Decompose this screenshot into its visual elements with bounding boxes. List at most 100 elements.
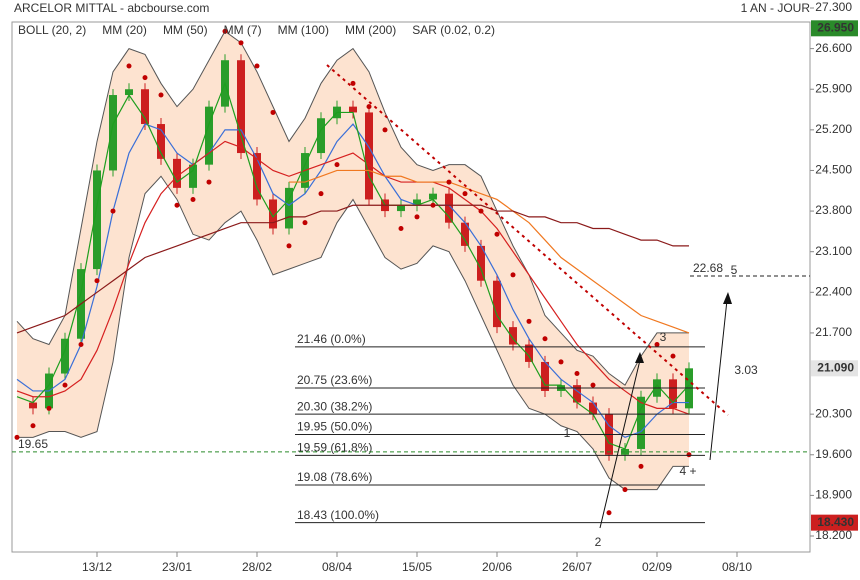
candle [189,164,197,188]
sar-dot [398,225,404,231]
candle [669,379,677,409]
legend-entry: SAR (0.02, 0.2) [412,23,495,37]
x-tick-label: 02/09 [642,560,672,574]
fib-label: 19.59 (61.8%) [297,441,372,455]
sar-dot [686,452,692,458]
annotation: 1 [564,426,571,440]
legend-entry: MM (7) [224,23,262,37]
y-tick-label: 18.200 [815,528,852,542]
bollinger-band [17,31,689,490]
y-tick-label: 19.600 [815,447,852,461]
y-tick-label: 23.800 [815,203,852,217]
candle [637,396,645,449]
sar-dot [222,28,228,34]
bollinger-lower [17,175,689,491]
sar-dot [542,336,548,342]
y-tick-label: 27.300 [815,0,852,14]
candle [125,89,133,96]
price-label-box [811,20,858,37]
y-tick-label: 23.100 [815,244,852,258]
projection-arrow [709,299,728,461]
candle [109,95,117,171]
price-label: 18.430 [817,515,854,529]
candle [269,199,277,229]
ma-line [16,140,690,415]
sar-dot [574,371,580,377]
sar-dot [446,179,452,185]
sar-dot [158,92,164,98]
sar-dot [622,487,628,493]
candle [61,338,69,374]
candle [525,344,533,362]
price-label-box [811,514,858,531]
y-tick-label: 21.700 [815,325,852,339]
legend-entry: MM (200) [345,23,396,37]
candle [141,89,149,125]
sar-dot [462,191,468,197]
sar-dot [350,80,356,86]
sar-dot [510,272,516,278]
y-tick-label: 20.300 [815,406,852,420]
x-tick-label: 26/07 [562,560,592,574]
annotation: 5 [731,263,738,277]
sar-dot [654,342,660,348]
arrow-head [635,352,644,363]
sar-dot [638,463,644,469]
x-tick-label: 20/06 [482,560,512,574]
annotation: 2 [595,535,602,549]
sar-dot [126,63,132,69]
sar-dot [46,405,52,411]
candle [413,199,421,206]
sar-dot [606,510,612,516]
candle [461,222,469,246]
candle [397,205,405,212]
x-tick-label: 13/12 [82,560,112,574]
y-tick-label: 25.200 [815,122,852,136]
plot-frame [11,21,811,553]
candle [285,187,293,229]
sar-dot [366,104,372,110]
sar-dot [142,75,148,81]
sar-dot [558,359,564,365]
annotation: 3.03 [734,363,758,377]
sar-dot [382,127,388,133]
candle [541,361,549,391]
candle [573,385,581,403]
legend-entry: MM (50) [163,23,208,37]
candle [205,106,213,165]
ma-line [16,204,689,334]
ma-line [16,81,690,450]
chart-title: ARCELOR MITTAL - abcbourse.com [14,1,209,15]
sar-dot [526,318,532,324]
level-label: 22.68 [693,261,723,275]
sar-dot [478,208,484,214]
y-tick-label: 25.900 [815,81,852,95]
candle [589,402,597,415]
y-tick-label: 18.900 [815,488,852,502]
sar-dot [270,109,276,115]
trendline [326,64,729,416]
y-tick-label: 24.500 [815,163,852,177]
price-label: 26.950 [817,20,854,34]
y-tick-label: 22.400 [815,284,852,298]
candle [173,158,181,188]
sar-dot [254,63,260,69]
fib-label: 20.75 (23.6%) [297,373,372,387]
x-tick-label: 08/10 [722,560,752,574]
fib-label: 18.43 (100.0%) [297,508,379,522]
plot: BOLL (20, 2) MM (20) MM (50) MM (7) MM (100)… [12,0,858,574]
fib-label: 20.30 (38.2%) [297,399,372,413]
legend-entry: MM (100) [278,23,329,37]
x-tick-label: 15/05 [402,560,432,574]
candle [349,106,357,113]
ma-line [16,123,689,439]
ma-line [289,169,690,334]
wave-arrow [599,359,641,529]
sar-dot [590,382,596,388]
x-tick-label: 28/02 [242,560,272,574]
annotation: 3 [660,330,667,344]
candle [237,60,245,154]
x-tick-label: 08/04 [322,560,352,574]
fib-label: 21.46 (0.0%) [297,332,366,346]
sar-dot [494,231,500,237]
